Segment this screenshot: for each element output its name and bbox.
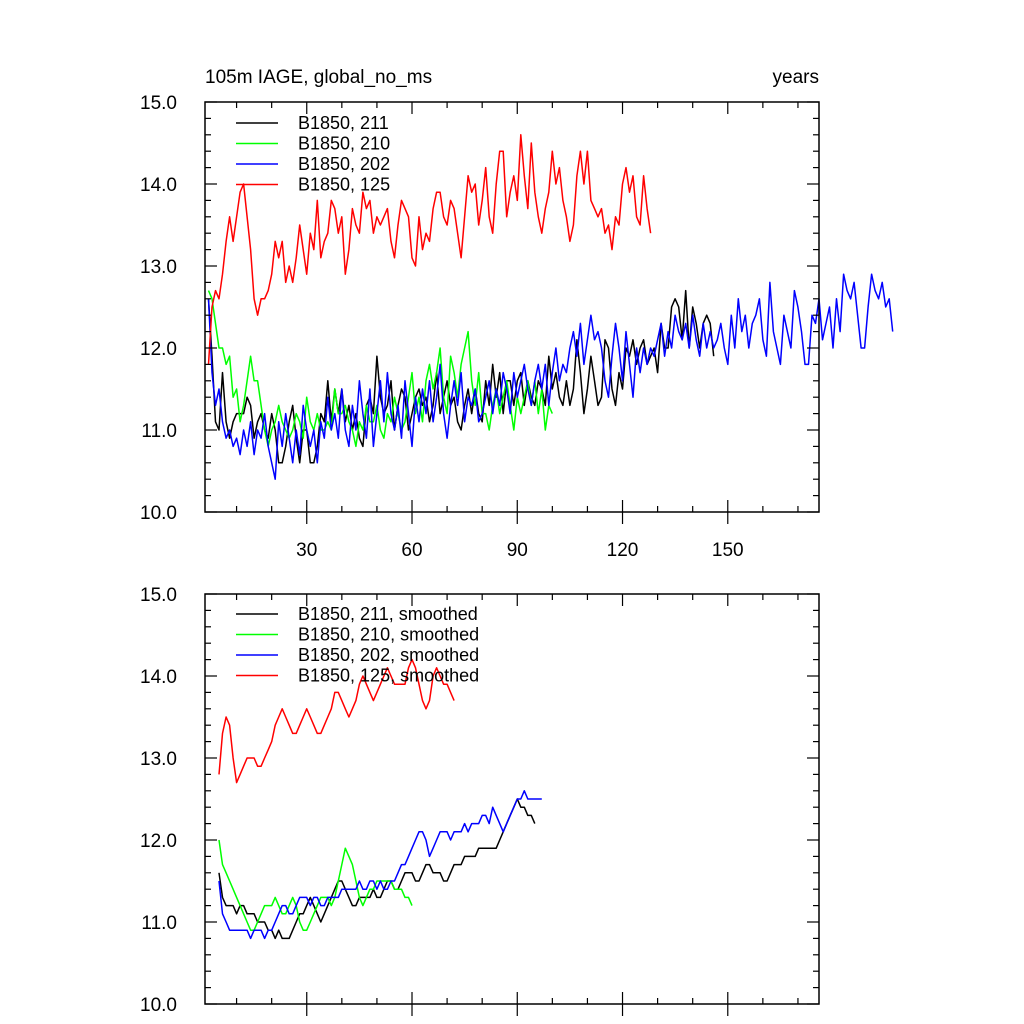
bottom-y-tick-label: 13.0 (140, 749, 177, 770)
top-x-tick-label: 150 (712, 540, 744, 561)
bottom-y-tick-label: 12.0 (140, 831, 177, 852)
top-panel-right-title: years (773, 67, 819, 88)
top-series-line-3 (207, 134, 652, 365)
bottom-plot-frame (204, 593, 820, 1005)
bottom-legend-label-0: B1850, 211, smoothed (298, 604, 478, 624)
bottom-y-tick-label: 14.0 (140, 667, 177, 688)
bottom-legend-label-2: B1850, 202, smoothed (298, 645, 479, 665)
bottom-series-layer (218, 658, 542, 940)
top-x-tick-label: 60 (401, 540, 422, 561)
bottom-series-line-1 (218, 839, 413, 931)
bottom-y-tick-label: 15.0 (140, 585, 177, 606)
bottom-panel: 10.0 11.0 12.0 13.0 14.0 15.0 B1850, 211, smo… (140, 585, 820, 1016)
bottom-y-tick-label: 11.0 (141, 913, 177, 934)
top-x-tick-label: 90 (507, 540, 528, 561)
bottom-legend-label-3: B1850, 125, smoothed (298, 666, 479, 686)
top-y-tick-label: 10.0 (140, 503, 177, 524)
bottom-series-line-3 (218, 658, 455, 784)
top-legend-label-0: B1850, 211 (298, 113, 389, 133)
top-ticks-layer: 10.0 11.0 12.0 13.0 14.0 15.0 30 60 90 120 150 (140, 93, 819, 561)
top-y-tick-label: 13.0 (140, 257, 177, 278)
top-series-line-2 (207, 273, 894, 480)
top-plot-frame (204, 101, 820, 513)
top-legend-label-2: B1850, 202 (298, 154, 390, 174)
top-x-tick-label: 120 (607, 540, 639, 561)
top-series-layer (207, 134, 894, 480)
top-y-tick-label: 15.0 (140, 93, 177, 114)
bottom-series-line-2 (218, 790, 542, 940)
bottom-ticks-layer: 10.0 11.0 12.0 13.0 14.0 15.0 (140, 585, 819, 1016)
top-series-line-0 (207, 289, 715, 464)
bottom-legend-label-1: B1850, 210, smoothed (298, 625, 479, 645)
top-x-tick-label: 30 (296, 540, 317, 561)
top-panel: 105m IAGE, global_no_ms years 10.0 11.0 12… (140, 67, 894, 561)
top-series-line-1 (207, 290, 553, 448)
top-y-tick-label: 11.0 (141, 421, 177, 442)
top-y-tick-label: 12.0 (140, 339, 177, 360)
bottom-y-tick-label: 10.0 (140, 995, 177, 1016)
top-y-tick-label: 14.0 (140, 175, 177, 196)
top-legend-label-3: B1850, 125 (298, 175, 390, 195)
top-panel-title: 105m IAGE, global_no_ms (205, 67, 432, 88)
top-legend-label-1: B1850, 210 (298, 134, 390, 154)
